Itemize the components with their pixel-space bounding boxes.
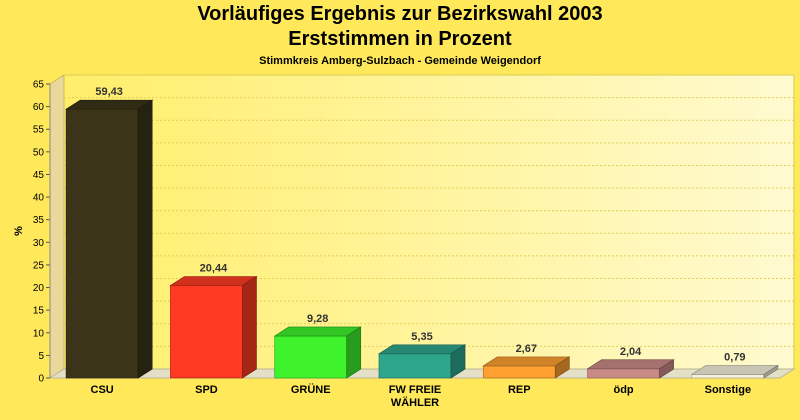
chart-subtitle: Erststimmen in Prozent: [288, 28, 512, 50]
y-tick-label: 45: [33, 170, 45, 181]
bar-front: [378, 353, 452, 379]
bar-front: [587, 368, 660, 379]
y-tick-label: 25: [33, 260, 45, 271]
bar-side: [554, 356, 570, 379]
y-tick-label: 20: [33, 283, 45, 294]
bar-top: [273, 326, 362, 337]
y-tick-label: 60: [33, 102, 45, 113]
bar-front: [65, 108, 139, 379]
data-label: 59,43: [95, 86, 123, 98]
x-tick-label: Sonstige: [705, 384, 751, 396]
bar-top: [482, 356, 571, 367]
y-tick-label: 35: [33, 215, 45, 226]
data-label: 9,28: [307, 313, 328, 325]
x-tick-label: FW FREIE: [389, 384, 442, 396]
bar-top: [586, 359, 675, 370]
x-tick-label: ödp: [613, 384, 633, 396]
data-label: 5,35: [411, 331, 432, 343]
x-tick-label: WÄHLER: [391, 396, 439, 409]
y-tick-label: 55: [33, 125, 45, 136]
x-tick-label: SPD: [195, 384, 218, 396]
bar-side: [242, 275, 257, 379]
y-tick-label: 10: [33, 328, 45, 339]
bar-front: [482, 365, 556, 379]
x-tick-label: REP: [508, 384, 531, 396]
bar-front: [170, 285, 243, 379]
bar-top: [690, 365, 780, 375]
data-label: 0,79: [724, 351, 745, 363]
bar-top: [169, 276, 258, 286]
bar-front: [274, 335, 348, 379]
bar-front: [691, 374, 765, 379]
x-tick-label: CSU: [91, 384, 114, 396]
data-label: 2,67: [516, 343, 537, 355]
y-tick-label: 40: [33, 193, 45, 204]
bar-side: [450, 344, 466, 379]
y-tick-label: 15: [33, 306, 45, 317]
data-label: 2,04: [620, 346, 642, 358]
x-tick-label: GRÜNE: [291, 383, 331, 396]
y-axis-label: %: [13, 226, 25, 236]
data-label: 20,44: [200, 263, 228, 275]
chart-sub-subtitle: Stimmkreis Amberg-Sulzbach - Gemeinde We…: [259, 55, 541, 67]
bar-side: [659, 359, 674, 379]
bar-side: [763, 364, 779, 379]
y-tick-label: 30: [33, 238, 45, 249]
y-tick-label: 5: [38, 351, 44, 362]
chart-title: Vorläufiges Ergebnis zur Bezirkswahl 200…: [197, 3, 603, 25]
bar-top: [377, 344, 467, 355]
bar-side: [137, 99, 153, 379]
bar-top: [64, 99, 154, 110]
y-tick-label: 65: [33, 80, 45, 91]
plot-side-wall: [49, 74, 65, 379]
bar-side: [346, 326, 362, 379]
y-tick-label: 0: [38, 374, 44, 385]
y-tick-label: 50: [33, 147, 45, 158]
